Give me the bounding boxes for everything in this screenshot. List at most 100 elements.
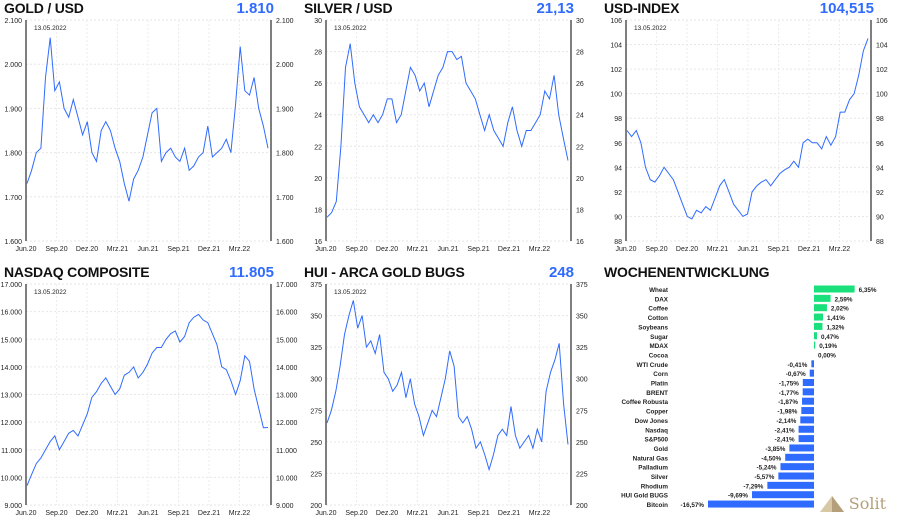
x-tick: Jun.20 bbox=[15, 246, 36, 253]
x-tick: Sep.20 bbox=[345, 246, 367, 253]
y-tick-left: 18 bbox=[314, 207, 322, 214]
y-tick-right: 225 bbox=[576, 471, 588, 478]
x-tick: Dez.20 bbox=[76, 510, 98, 517]
x-tick: Jun.21 bbox=[737, 246, 758, 253]
x-tick: Mrz.21 bbox=[407, 246, 429, 253]
bar-value-label: 2,02% bbox=[831, 306, 849, 313]
y-tick-right: 1.600 bbox=[276, 239, 294, 246]
chart-title: WOCHENENTWICKLUNG bbox=[604, 264, 770, 280]
chart-usd-index: USD-INDEX 88 88 90 90 92 92 94 94 96 96 98 98 100 100 1… bbox=[600, 0, 900, 262]
bar-category: Wheat bbox=[649, 287, 669, 294]
y-tick-right: 106 bbox=[876, 18, 888, 25]
bar-category: Coffee Robusta bbox=[621, 399, 668, 406]
bar bbox=[780, 463, 814, 471]
x-tick: Dez.21 bbox=[798, 246, 820, 253]
y-tick-left: 20 bbox=[314, 176, 322, 183]
x-tick: Sep.20 bbox=[45, 246, 67, 253]
chart-title: GOLD / USD bbox=[4, 0, 84, 16]
y-tick-right: 26 bbox=[576, 81, 584, 88]
y-tick-right: 1.900 bbox=[276, 106, 294, 113]
series-line bbox=[26, 37, 269, 202]
series-line bbox=[26, 313, 269, 486]
y-tick-left: 1.900 bbox=[4, 106, 22, 113]
bar-category: S&P500 bbox=[645, 437, 669, 444]
bar bbox=[778, 472, 814, 480]
bar-category: Dow Jones bbox=[635, 418, 669, 425]
y-tick-right: 22 bbox=[576, 144, 584, 151]
bar bbox=[801, 407, 814, 415]
bar bbox=[752, 491, 814, 499]
bar-value-label: 0,19% bbox=[819, 343, 837, 350]
y-tick-left: 104 bbox=[610, 43, 622, 50]
y-tick-left: 92 bbox=[614, 190, 622, 197]
y-tick-right: 16.000 bbox=[276, 310, 298, 317]
bar-value-label: -2,14% bbox=[776, 418, 796, 425]
y-tick-left: 1.600 bbox=[4, 239, 22, 246]
date-label: 13.05.2022 bbox=[334, 289, 367, 296]
y-tick-left: 14.000 bbox=[1, 365, 23, 372]
x-tick: Sep.21 bbox=[167, 246, 189, 253]
date-label: 13.05.2022 bbox=[34, 25, 67, 32]
x-tick: Dez.20 bbox=[676, 246, 698, 253]
chart-title: USD-INDEX bbox=[604, 0, 680, 16]
x-tick: Dez.21 bbox=[198, 510, 220, 517]
bar-value-label: 6,35% bbox=[859, 287, 877, 294]
bar-value-label: 0,00% bbox=[818, 352, 836, 359]
x-tick: Mrz.21 bbox=[407, 510, 429, 517]
y-tick-left: 325 bbox=[310, 345, 322, 352]
y-tick-left: 106 bbox=[610, 18, 622, 25]
bar bbox=[785, 453, 814, 461]
bar-value-label: 0,47% bbox=[821, 334, 839, 341]
x-tick: Dez.20 bbox=[376, 246, 398, 253]
y-tick-right: 28 bbox=[576, 50, 584, 57]
y-tick-left: 94 bbox=[614, 165, 622, 172]
bar-value-label: -5,57% bbox=[754, 474, 774, 481]
y-tick-right: 20 bbox=[576, 176, 584, 183]
bar bbox=[802, 388, 814, 396]
bar bbox=[798, 425, 814, 433]
x-tick: Jun.21 bbox=[437, 510, 458, 517]
bar-category: Copper bbox=[646, 409, 669, 416]
y-tick-right: 15.000 bbox=[276, 337, 298, 344]
bar bbox=[798, 435, 814, 443]
y-tick-right: 13.000 bbox=[276, 393, 298, 400]
y-tick-left: 15.000 bbox=[1, 337, 23, 344]
y-tick-left: 2.000 bbox=[4, 62, 22, 69]
x-tick: Sep.21 bbox=[467, 510, 489, 517]
solit-logo: Solit bbox=[819, 494, 886, 513]
bar-category: Coffee bbox=[648, 306, 668, 313]
y-tick-right: 14.000 bbox=[276, 365, 298, 372]
series-line bbox=[326, 43, 569, 218]
bar-value-label: -7,29% bbox=[743, 483, 763, 490]
y-tick-right: 350 bbox=[576, 314, 588, 321]
chart-title: HUI - ARCA GOLD BUGS bbox=[304, 264, 465, 280]
last-price: 1.810 bbox=[236, 0, 274, 17]
y-tick-left: 98 bbox=[614, 116, 622, 123]
chart-nasdaq-composite: NASDAQ COMPOSITE 9.000 9.000 10.000 10.000 11… bbox=[0, 264, 300, 525]
y-tick-right: 9.000 bbox=[276, 503, 294, 510]
bar-category: Cocoa bbox=[649, 352, 669, 359]
x-tick: Dez.20 bbox=[76, 246, 98, 253]
y-tick-right: 104 bbox=[876, 43, 888, 50]
bar-category: Sugar bbox=[650, 334, 668, 341]
chart-silver-usd: SILVER / USD 16 16 18 18 20 20 22 22 24 24 26 26 28 28… bbox=[300, 0, 600, 262]
y-tick-left: 300 bbox=[310, 377, 322, 384]
x-tick: Dez.21 bbox=[498, 510, 520, 517]
y-tick-left: 17.000 bbox=[1, 282, 23, 289]
bar-category: Rhodium bbox=[641, 483, 669, 490]
bar-value-label: -1,98% bbox=[777, 409, 797, 416]
bar-value-label: -9,69% bbox=[728, 493, 748, 500]
chart-title: NASDAQ COMPOSITE bbox=[4, 264, 150, 280]
y-tick-left: 250 bbox=[310, 440, 322, 447]
x-tick: Jun.21 bbox=[137, 510, 158, 517]
y-tick-left: 11.000 bbox=[1, 448, 22, 455]
y-tick-left: 88 bbox=[614, 239, 622, 246]
bar bbox=[800, 416, 814, 424]
x-tick: Mrz.21 bbox=[107, 246, 129, 253]
bar-value-label: -1,75% bbox=[779, 381, 799, 388]
bar-category: Gold bbox=[654, 446, 668, 453]
last-price: 21,13 bbox=[536, 0, 574, 17]
y-tick-right: 300 bbox=[576, 377, 588, 384]
bar-category: Natural Gas bbox=[633, 455, 669, 462]
x-tick: Sep.21 bbox=[167, 510, 189, 517]
